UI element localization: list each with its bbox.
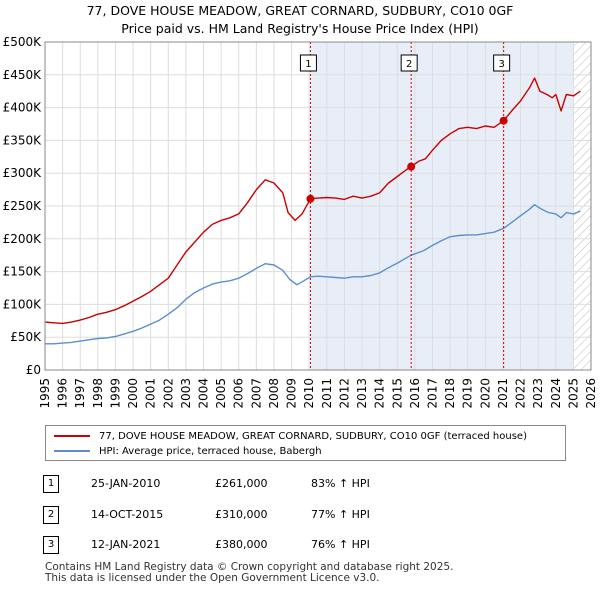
legend-label-hpi: HPI: Average price, terraced house, Babe… [99, 445, 322, 457]
x-tick-label: 2006 [232, 378, 246, 409]
x-tick-label: 2001 [144, 378, 158, 409]
x-tick-label: 2010 [302, 378, 316, 409]
x-tick-label: 2018 [443, 378, 457, 409]
legend-label-property: 77, DOVE HOUSE MEADOW, GREAT CORNARD, SU… [99, 430, 527, 442]
x-tick-label: 2007 [249, 378, 263, 409]
transaction-number-badge: 3 [43, 536, 59, 554]
transaction-date: 25-JAN-2010 [91, 477, 161, 490]
x-tick-label: 2008 [267, 378, 281, 409]
legend-item-hpi: HPI: Average price, terraced house, Babe… [54, 444, 322, 458]
transaction-date: 12-JAN-2021 [91, 538, 161, 551]
x-tick-label: 2003 [179, 378, 193, 409]
x-tick-label: 2025 [566, 378, 580, 409]
sale-marker-label: 2 [406, 59, 412, 70]
x-tick-label: 2023 [531, 378, 545, 409]
y-tick-label: £0 [26, 363, 41, 377]
x-tick-label: 2014 [373, 378, 387, 409]
y-tick-label: £350K [3, 133, 43, 147]
transaction-hpi-change: 83% ↑ HPI [311, 477, 370, 490]
x-tick-label: 1995 [38, 378, 52, 409]
legend-swatch-hpi [54, 450, 90, 452]
y-tick-label: £500K [3, 35, 43, 49]
x-tick-label: 2015 [390, 378, 404, 409]
x-tick-label: 2016 [408, 378, 422, 409]
x-tick-label: 2013 [355, 378, 369, 409]
hpi-line [45, 204, 581, 345]
y-tick-label: £400K [3, 101, 43, 115]
sale-point [306, 194, 315, 203]
y-tick-label: £250K [3, 199, 43, 213]
x-tick-label: 2004 [197, 378, 211, 409]
x-tick-label: 2024 [549, 378, 563, 409]
y-tick-label: £200K [3, 232, 43, 246]
x-tick-label: 2026 [584, 378, 598, 409]
x-tick-label: 2022 [514, 378, 528, 409]
y-tick-label: £150K [3, 265, 43, 279]
x-tick-label: 1999 [108, 378, 122, 409]
sale-point [499, 116, 508, 125]
x-tick-label: 2000 [126, 378, 140, 409]
x-tick-label: 2005 [214, 378, 228, 409]
sale-marker-box [299, 54, 317, 72]
chart-subtitle: Price paid vs. HM Land Registry's House … [121, 21, 479, 36]
y-tick-label: £50K [10, 330, 42, 344]
transaction-number-badge: 1 [43, 475, 59, 493]
transaction-price: £310,000 [215, 508, 268, 521]
x-tick-label: 1996 [56, 378, 70, 409]
x-tick-label: 2011 [320, 378, 334, 409]
plot-frame [44, 41, 592, 371]
sale-marker-label: 1 [305, 59, 311, 70]
price-chart: 1 2 3 £0 £50K £100K £150K £200K £250K £300K £350K… [3, 35, 598, 409]
x-tick-label: 1998 [91, 378, 105, 409]
sale-point [407, 162, 416, 171]
transaction-price: £380,000 [215, 538, 268, 551]
y-tick-label: £100K [3, 297, 43, 311]
y-tick-label: £450K [3, 68, 43, 82]
property-price-line [44, 77, 581, 325]
x-tick-label: 2020 [478, 378, 492, 409]
chart-title-address: 77, DOVE HOUSE MEADOW, GREAT CORNARD, SU… [86, 3, 514, 18]
y-tick-label: £300K [3, 166, 43, 180]
transaction-hpi-change: 76% ↑ HPI [311, 538, 370, 551]
legend-swatch-property [54, 435, 90, 437]
x-tick-label: 2021 [496, 378, 510, 409]
transaction-number-badge: 2 [43, 506, 59, 524]
sale-marker-box [400, 54, 418, 72]
x-tick-label: 1997 [73, 378, 87, 409]
footer-copyright: Contains HM Land Registry data © Crown c… [45, 561, 454, 573]
x-tick-label: 2009 [285, 378, 299, 409]
x-tick-label: 2017 [425, 378, 439, 409]
legend-item-property: 77, DOVE HOUSE MEADOW, GREAT CORNARD, SU… [54, 429, 527, 443]
x-tick-label: 2019 [461, 378, 475, 409]
x-tick-label: 2012 [337, 378, 351, 409]
transaction-date: 14-OCT-2015 [91, 508, 164, 521]
x-tick-label: 2002 [161, 378, 175, 409]
footer-licence: This data is licensed under the Open Gov… [45, 572, 380, 584]
transaction-hpi-change: 77% ↑ HPI [311, 508, 370, 521]
sale-marker-label: 3 [498, 59, 504, 70]
chart-legend: 77, DOVE HOUSE MEADOW, GREAT CORNARD, SU… [45, 425, 566, 461]
sale-marker-box [493, 54, 511, 72]
transaction-price: £261,000 [215, 477, 268, 490]
